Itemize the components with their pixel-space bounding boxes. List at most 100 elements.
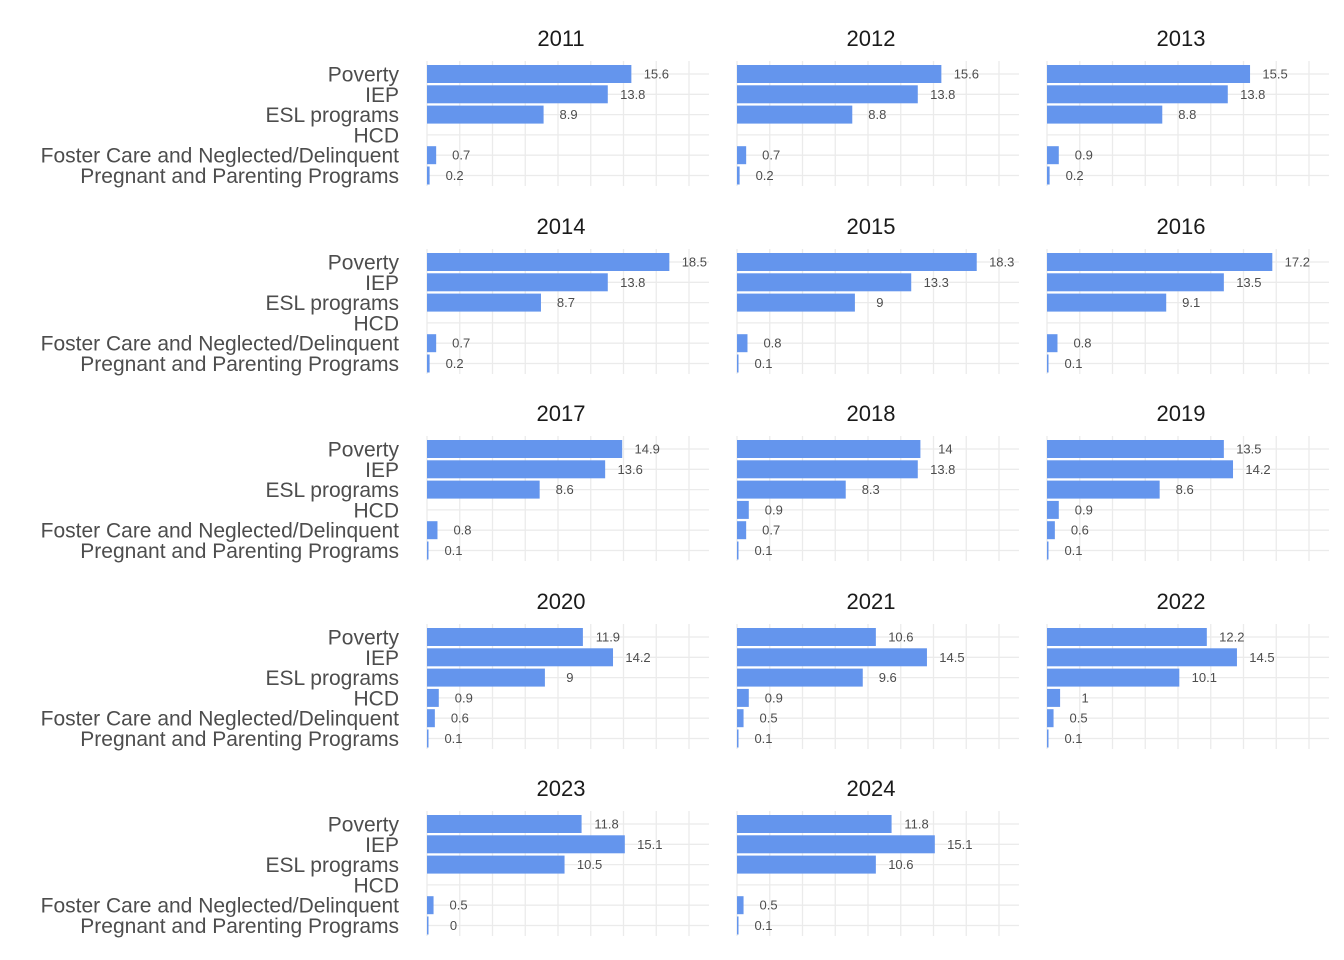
data-label: 0.2	[1066, 168, 1084, 183]
category-label: Pregnant and Parenting Programs	[80, 728, 399, 751]
panel-title: 2017	[537, 401, 586, 426]
data-label: 15.1	[947, 837, 972, 852]
bar-iep	[1047, 85, 1228, 104]
bar-pregnant-and-parenting-programs	[427, 354, 430, 373]
bar-foster-care-and-neglected-delinquent	[1047, 146, 1059, 165]
data-label: 0.8	[1073, 336, 1091, 351]
data-label: 0.5	[450, 898, 468, 913]
bar-esl-programs	[737, 105, 853, 124]
bar-foster-care-and-neglected-delinquent	[427, 334, 437, 353]
bar-poverty	[737, 440, 921, 458]
bar-pregnant-and-parenting-programs	[737, 916, 739, 935]
data-label: 13.6	[618, 462, 643, 477]
bar-poverty	[427, 628, 583, 646]
category-label: Poverty	[328, 439, 400, 462]
data-label: 0.9	[765, 502, 783, 517]
category-label: IEP	[365, 647, 399, 670]
category-label: Foster Care and Neglected/Delinquent	[41, 895, 400, 918]
data-label: 0.1	[444, 543, 462, 558]
bar-pregnant-and-parenting-programs	[427, 916, 429, 935]
data-label: 15.6	[644, 67, 669, 82]
data-label: 0.1	[754, 731, 772, 746]
data-label: 0.1	[444, 731, 462, 746]
bar-poverty	[737, 65, 942, 83]
bar-foster-care-and-neglected-delinquent	[1047, 709, 1054, 728]
data-label: 9.1	[1182, 295, 1200, 310]
bar-iep	[737, 835, 935, 854]
category-label: Poverty	[328, 64, 400, 87]
category-label: IEP	[365, 834, 399, 857]
panel-2018: 2018 14 13.8 8.3 0.9 0.7 0.1	[736, 401, 1019, 561]
bar-esl-programs	[1047, 293, 1167, 312]
category-label: IEP	[365, 459, 399, 482]
bar-iep	[737, 460, 918, 479]
data-label: 8.8	[868, 107, 886, 122]
data-label: 0.1	[1064, 731, 1082, 746]
data-label: 13.5	[1236, 275, 1261, 290]
data-label: 0.1	[754, 356, 772, 371]
data-label: 11.8	[594, 817, 618, 832]
data-label: 0.7	[452, 148, 470, 163]
bar-poverty	[427, 253, 670, 271]
data-label: 13.8	[620, 275, 645, 290]
data-label: 9	[876, 295, 883, 310]
bar-pregnant-and-parenting-programs	[737, 166, 740, 185]
category-label: HCD	[354, 499, 400, 522]
bar-pregnant-and-parenting-programs	[1047, 354, 1049, 373]
category-label: IEP	[365, 272, 399, 295]
category-label: Pregnant and Parenting Programs	[80, 540, 399, 563]
panel-title: 2018	[847, 401, 896, 426]
category-label: IEP	[365, 84, 399, 107]
bar-esl-programs	[427, 855, 565, 874]
data-label: 15.1	[637, 837, 662, 852]
category-label: Pregnant and Parenting Programs	[80, 165, 399, 188]
data-label: 14.9	[635, 442, 660, 457]
panel-2013: 2013 15.5 13.8 8.8 0.9 0.2	[1046, 26, 1329, 186]
bar-poverty	[737, 815, 892, 833]
data-label: 8.9	[560, 107, 578, 122]
bar-poverty	[1047, 628, 1207, 646]
data-label: 0.2	[756, 168, 774, 183]
data-label: 11.9	[596, 630, 620, 645]
data-label: 0.9	[765, 690, 783, 705]
category-label: ESL programs	[266, 854, 399, 877]
bar-foster-care-and-neglected-delinquent	[427, 521, 438, 540]
data-label: 0.1	[754, 918, 772, 933]
bar-foster-care-and-neglected-delinquent	[737, 334, 748, 353]
panel-title: 2013	[1157, 26, 1206, 51]
bar-poverty	[737, 253, 977, 271]
bar-iep	[427, 85, 608, 104]
data-label: 17.2	[1285, 255, 1310, 270]
data-label: 14.5	[939, 650, 964, 665]
bar-poverty	[427, 815, 582, 833]
bar-iep	[737, 85, 918, 104]
data-label: 13.3	[924, 275, 949, 290]
panel-2016: 2016 17.2 13.5 9.1 0.8 0.1	[1046, 214, 1329, 374]
category-label: ESL programs	[266, 479, 399, 502]
panel-title: 2022	[1157, 589, 1206, 614]
bar-foster-care-and-neglected-delinquent	[737, 146, 747, 165]
bar-poverty	[427, 65, 632, 83]
bar-iep	[737, 648, 927, 667]
bar-iep	[737, 273, 912, 292]
bar-pregnant-and-parenting-programs	[737, 729, 739, 748]
panel-2015: 2015 18.3 13.3 9 0.8 0.1	[736, 214, 1019, 374]
data-label: 15.5	[1262, 67, 1287, 82]
bar-pregnant-and-parenting-programs	[1047, 166, 1050, 185]
category-label: HCD	[354, 874, 400, 897]
bar-hcd	[1047, 688, 1061, 707]
data-label: 0.5	[760, 898, 778, 913]
data-label: 11.8	[904, 817, 928, 832]
bar-hcd	[737, 500, 749, 519]
bar-esl-programs	[737, 668, 863, 687]
data-label: 10.5	[577, 857, 602, 872]
bar-poverty	[737, 628, 876, 646]
bar-iep	[1047, 273, 1224, 292]
panel-title: 2020	[537, 589, 586, 614]
panel-title: 2011	[537, 26, 584, 51]
category-label: ESL programs	[266, 104, 399, 127]
data-label: 13.5	[1236, 442, 1261, 457]
